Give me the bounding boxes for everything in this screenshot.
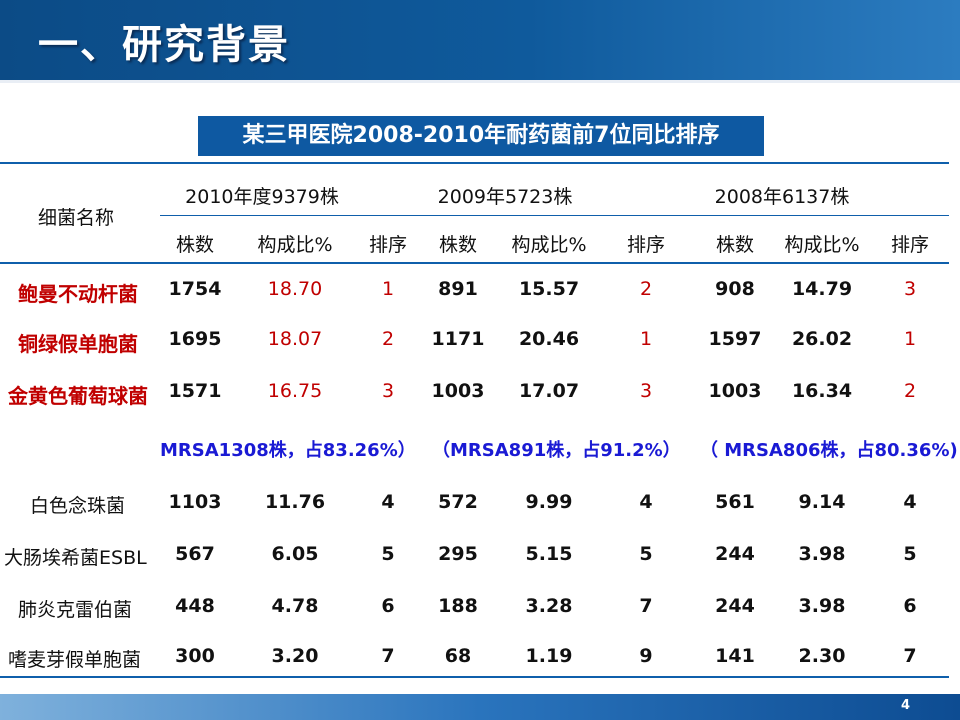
table-cell: 2 (381, 328, 395, 350)
table-cell: 3.28 (525, 595, 573, 617)
table-cell: 1571 (168, 380, 222, 402)
table-cell: 3 (381, 380, 395, 402)
header-bar: 一、研究背景 (0, 0, 960, 83)
sub-header: 株数 (175, 234, 215, 256)
sub-header: 构成比% (257, 234, 333, 256)
table-cell: 9.99 (525, 491, 573, 513)
column-header-name: 细菌名称 (38, 207, 115, 229)
table-cell: 3 (903, 278, 917, 300)
table-cell: 244 (715, 543, 755, 565)
table-cell: 561 (715, 491, 755, 513)
table-cell: 16.34 (791, 380, 853, 402)
table-cell: 1171 (431, 328, 485, 350)
table-cell: 16.75 (267, 380, 323, 402)
row-name: 鲍曼不动杆菌 (18, 282, 138, 306)
table-cell: 2.30 (798, 645, 846, 667)
page-title: 一、研究背景 (38, 22, 290, 68)
header-bottom-border (0, 262, 949, 264)
table-cell: 5.15 (525, 543, 573, 565)
mrsa-note-2008: （ MRSA806株，占80.36%) (700, 440, 958, 461)
table-cell: 1 (903, 328, 917, 350)
table-bottom-border (0, 676, 949, 678)
table-cell: 3.98 (798, 543, 846, 565)
table-cell: 5 (903, 543, 917, 565)
row-name: 白色念珠菌 (30, 495, 126, 517)
table-cell: 7 (381, 645, 395, 667)
table-cell: 3.98 (798, 595, 846, 617)
footer-bar: 4 (0, 694, 960, 720)
table-cell: 11.76 (264, 491, 326, 513)
table-cell: 6 (903, 595, 917, 617)
group-header-2010: 2010年度9379株 (185, 186, 339, 208)
table-cell: 1695 (168, 328, 222, 350)
table-cell: 1754 (168, 278, 222, 300)
sub-header: 构成比% (784, 234, 860, 256)
sub-header: 构成比% (511, 234, 587, 256)
table-cell: 7 (639, 595, 653, 617)
table-subtitle: 某三甲医院2008-2010年耐药菌前7位同比排序 (198, 116, 764, 156)
group-header-2008: 2008年6137株 (714, 186, 850, 208)
group-header-divider (160, 215, 949, 216)
table-cell: 1 (639, 328, 653, 350)
table-cell: 5 (381, 543, 395, 565)
table-cell: 244 (715, 595, 755, 617)
table-cell: 1003 (431, 380, 485, 402)
table-cell: 295 (438, 543, 478, 565)
row-name: 肺炎克雷伯菌 (18, 599, 133, 621)
table-cell: 14.79 (791, 278, 853, 300)
table-cell: 18.70 (267, 278, 323, 300)
table-cell: 448 (175, 595, 215, 617)
row-name: 金黄色葡萄球菌 (8, 384, 148, 408)
sub-header: 排序 (368, 234, 408, 256)
table-cell: 1.19 (525, 645, 573, 667)
sub-header: 排序 (626, 234, 666, 256)
table-cell: 20.46 (518, 328, 580, 350)
table-cell: 2 (639, 278, 653, 300)
table-cell: 1 (381, 278, 395, 300)
table-cell: 4 (639, 491, 653, 513)
table-cell: 2 (903, 380, 917, 402)
table-cell: 1103 (168, 491, 222, 513)
table-cell: 9.14 (798, 491, 846, 513)
table-cell: 1003 (708, 380, 762, 402)
table-cell: 572 (438, 491, 478, 513)
table-cell: 6 (381, 595, 395, 617)
table-cell: 567 (175, 543, 215, 565)
page-number: 4 (900, 698, 910, 713)
table-cell: 5 (639, 543, 653, 565)
row-name: 大肠埃希菌ESBL (4, 547, 147, 569)
sub-header: 排序 (890, 234, 930, 256)
sub-header: 株数 (715, 234, 755, 256)
table-cell: 908 (715, 278, 755, 300)
table-cell: 9 (639, 645, 653, 667)
table-cell: 3.20 (271, 645, 319, 667)
table-cell: 141 (715, 645, 755, 667)
mrsa-note-2010: MRSA1308株，占83.26%） (160, 440, 416, 461)
table-cell: 188 (438, 595, 478, 617)
table-cell: 15.57 (518, 278, 580, 300)
table-cell: 26.02 (791, 328, 853, 350)
table-cell: 4 (381, 491, 395, 513)
table-cell: 4.78 (271, 595, 319, 617)
sub-header: 株数 (438, 234, 478, 256)
table-cell: 17.07 (518, 380, 580, 402)
table-cell: 6.05 (271, 543, 319, 565)
table-cell: 68 (444, 645, 472, 667)
table-cell: 7 (903, 645, 917, 667)
table-cell: 891 (438, 278, 478, 300)
table-cell: 4 (903, 491, 917, 513)
table-cell: 1597 (708, 328, 762, 350)
table-cell: 18.07 (267, 328, 323, 350)
group-header-2009: 2009年5723株 (437, 186, 573, 208)
mrsa-note-2009: （MRSA891株，占91.2%） (432, 440, 681, 461)
table-cell: 300 (175, 645, 215, 667)
table-cell: 3 (639, 380, 653, 402)
row-name: 嗜麦芽假单胞菌 (8, 649, 142, 671)
table-top-border (0, 162, 949, 164)
row-name: 铜绿假单胞菌 (18, 332, 138, 356)
